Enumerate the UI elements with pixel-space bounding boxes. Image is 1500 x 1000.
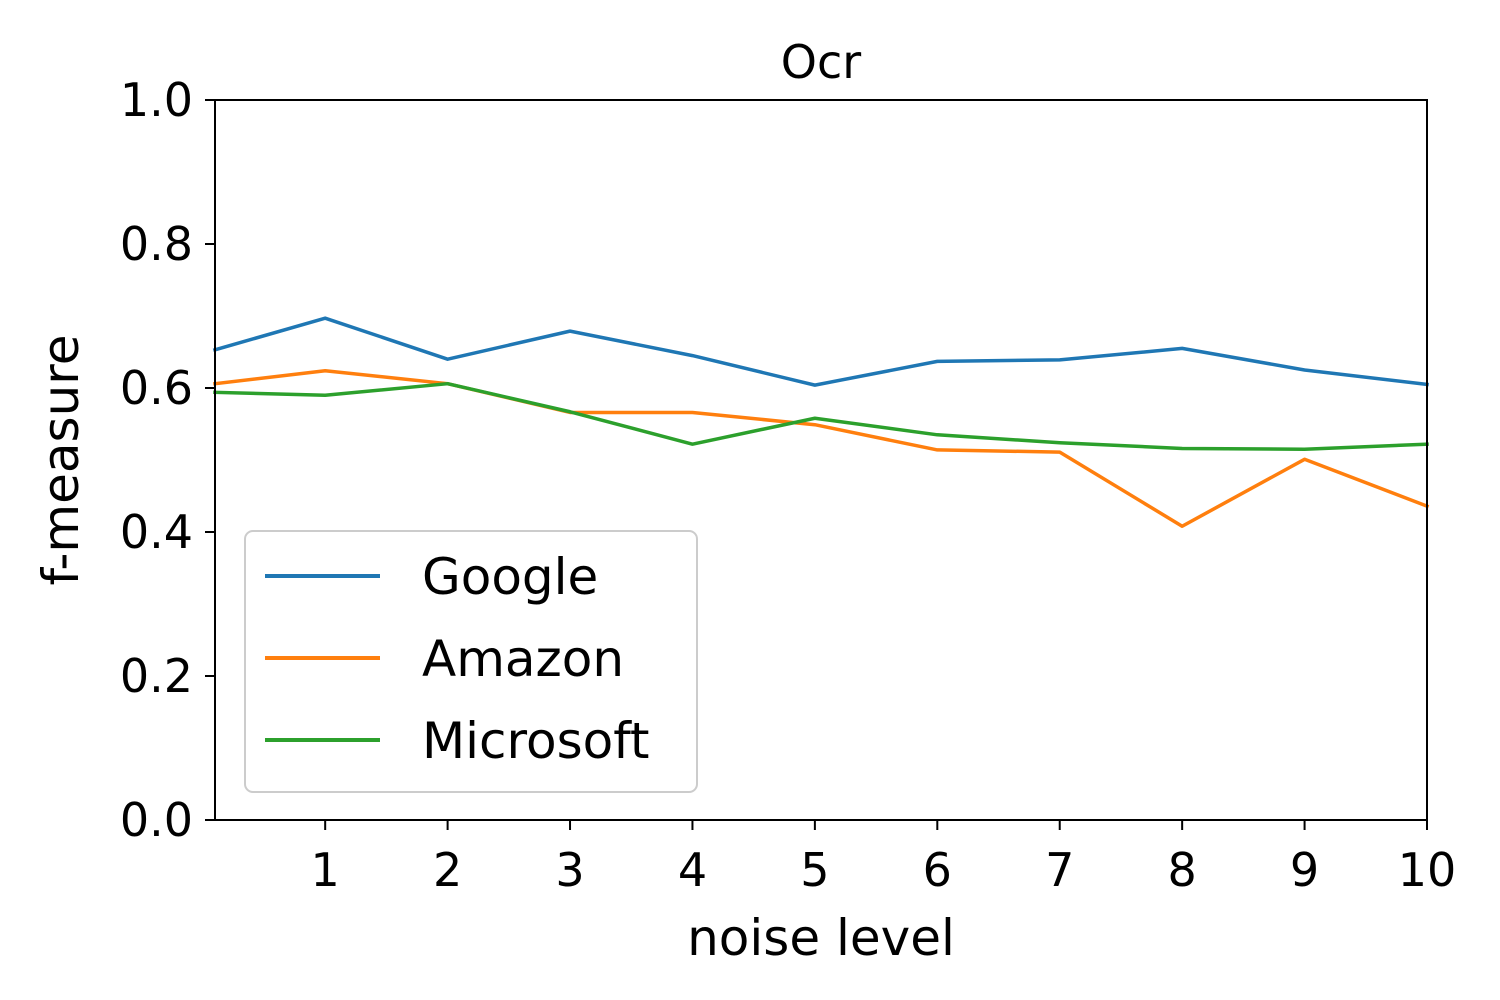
y-tick-label: 0.8 (120, 217, 193, 271)
x-tick-label: 8 (1168, 843, 1197, 897)
x-tick-label: 1 (311, 843, 340, 897)
legend-label-amazon: Amazon (422, 630, 624, 688)
x-tick-label: 4 (678, 843, 707, 897)
x-tick-label: 7 (1045, 843, 1074, 897)
legend-label-google: Google (422, 548, 598, 606)
y-tick-label: 0.4 (120, 505, 193, 559)
series-line-google (212, 316, 1429, 387)
chart-title: Ocr (781, 35, 861, 89)
y-tick-label: 0.0 (120, 793, 193, 847)
x-tick-label: 9 (1290, 843, 1319, 897)
x-axis: 1 2 3 4 5 6 7 8 9 10 (311, 820, 1457, 897)
x-tick-label: 2 (433, 843, 462, 897)
legend: Google Amazon Microsoft (244, 530, 698, 793)
x-axis-label: noise level (687, 909, 955, 967)
plot-lines (212, 316, 1430, 528)
legend-label-microsoft: Microsoft (422, 712, 650, 770)
y-tick-label: 1.0 (120, 73, 193, 127)
x-tick-label: 6 (923, 843, 952, 897)
y-axis-label: f-measure (32, 335, 90, 586)
series-line-microsoft (213, 381, 1429, 451)
x-tick-label: 10 (1398, 843, 1457, 897)
y-tick-label: 0.2 (120, 649, 193, 703)
x-tick-label: 3 (555, 843, 584, 897)
y-tick-label: 0.6 (120, 361, 193, 415)
series-line-amazon (213, 368, 1430, 528)
plot-frame (214, 99, 1428, 821)
legend-box (244, 530, 698, 793)
y-axis: 0.0 0.2 0.4 0.6 0.8 1.0 (120, 73, 215, 847)
x-tick-label: 5 (800, 843, 829, 897)
